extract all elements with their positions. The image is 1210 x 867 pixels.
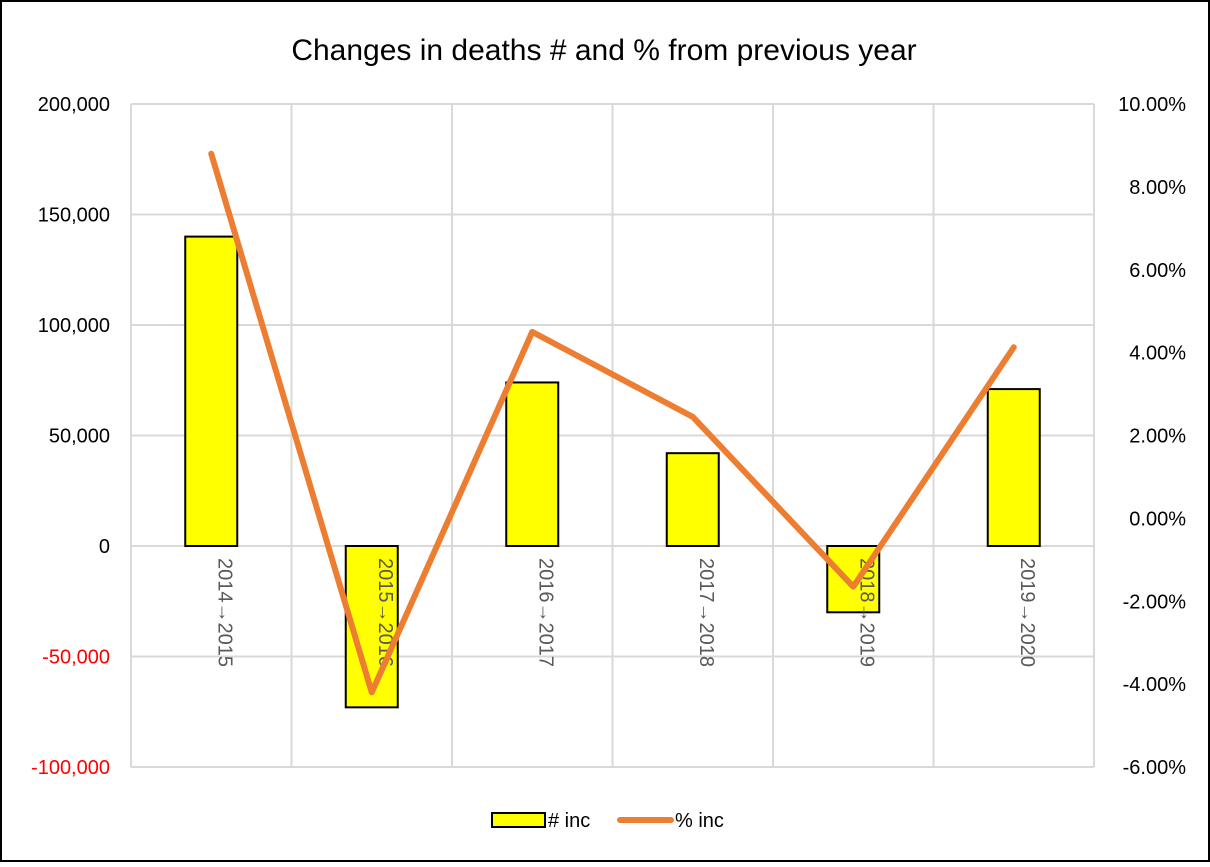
chart-title: Changes in deaths # and % from previous … bbox=[291, 34, 916, 67]
legend-label: # inc bbox=[548, 810, 590, 832]
y2-tick-label: -4.00% bbox=[1123, 674, 1187, 696]
bar bbox=[988, 389, 1040, 546]
y2-tick-label: 0.00% bbox=[1129, 508, 1186, 530]
x-tick-label: 2016→2017 bbox=[534, 558, 556, 667]
legend-bar-swatch bbox=[492, 813, 545, 827]
bar bbox=[506, 382, 558, 546]
y2-tick-label: -2.00% bbox=[1123, 591, 1187, 613]
y-tick-label: 150,000 bbox=[38, 205, 110, 227]
y-tick-label: -100,000 bbox=[31, 757, 110, 779]
x-tick-label: 2019→2020 bbox=[1016, 558, 1038, 667]
y-tick-label: -50,000 bbox=[42, 647, 110, 669]
y2-tick-label: -6.00% bbox=[1123, 757, 1187, 779]
y-tick-label: 200,000 bbox=[38, 94, 110, 116]
y2-tick-label: 8.00% bbox=[1129, 177, 1186, 199]
x-tick-label: 2014→2015 bbox=[213, 558, 235, 667]
y2-tick-label: 6.00% bbox=[1129, 260, 1186, 282]
x-tick-label: 2017→2018 bbox=[695, 558, 717, 667]
bar bbox=[185, 237, 237, 546]
y2-tick-labels: 10.00% 8.00% 6.00% 4.00% 2.00% 0.00% -2.00% -4.… bbox=[1118, 94, 1186, 779]
y2-tick-label: 2.00% bbox=[1129, 426, 1186, 448]
y-tick-label: 0 bbox=[99, 536, 110, 558]
y2-tick-label: 10.00% bbox=[1118, 94, 1186, 116]
legend-label: % inc bbox=[675, 810, 724, 832]
y-tick-label: 50,000 bbox=[49, 426, 110, 448]
bar bbox=[667, 453, 719, 546]
y2-tick-label: 4.00% bbox=[1129, 343, 1186, 365]
y-tick-label: 100,000 bbox=[38, 315, 110, 337]
